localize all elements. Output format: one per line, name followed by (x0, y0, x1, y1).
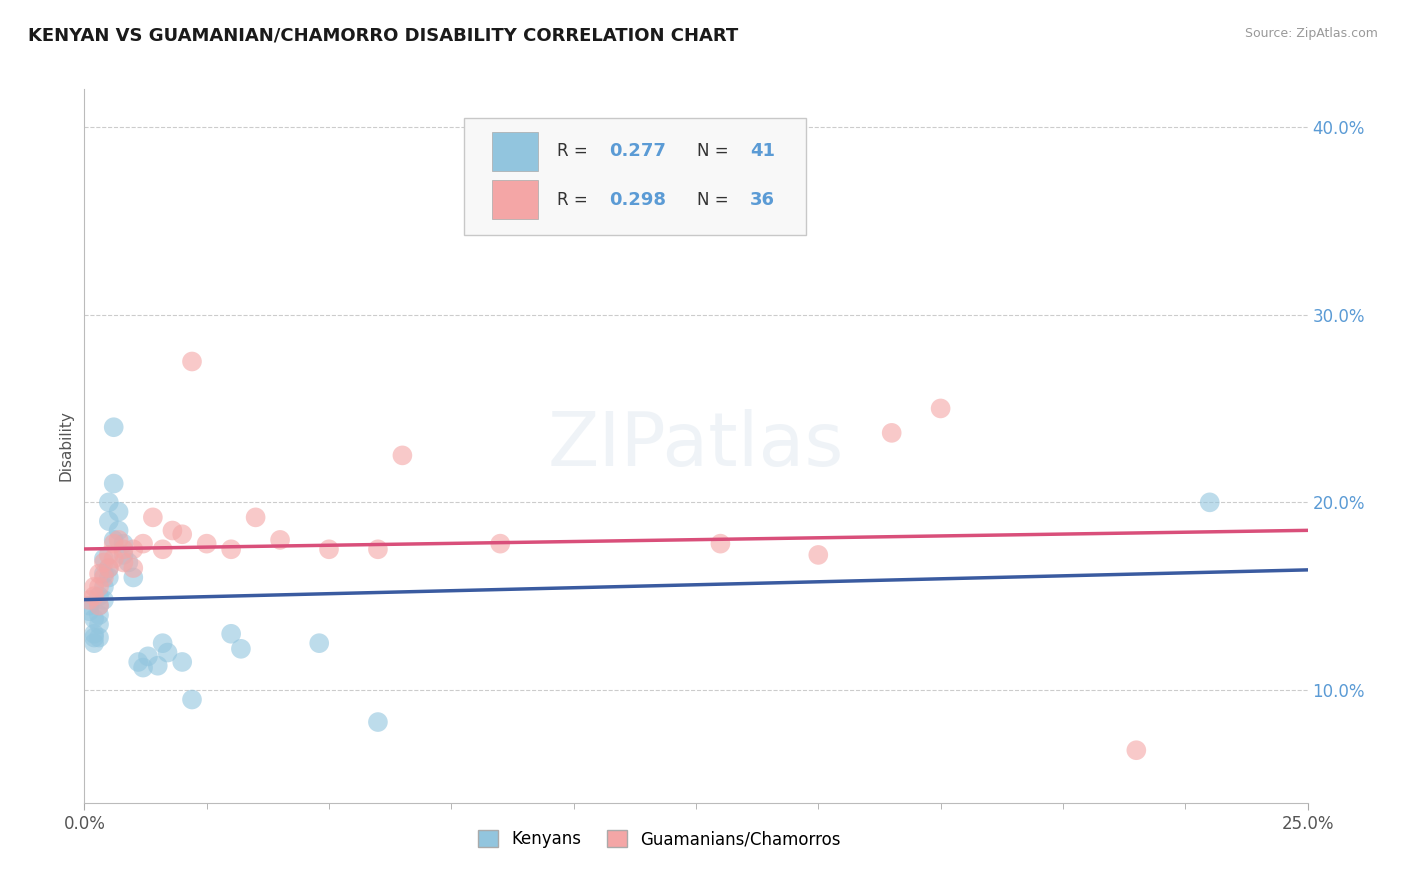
Point (93, 551, 115, 566)
Point (807, 548, 830, 562)
Point (77, 599, 100, 613)
Point (245, 510, 267, 524)
Point (152, 636, 174, 650)
Y-axis label: Disability: Disability (58, 410, 73, 482)
Point (1125, 743, 1147, 757)
Point (103, 420, 125, 434)
Point (83, 589, 105, 603)
Point (156, 646, 179, 660)
Text: KENYAN VS GUAMANIAN/CHAMORRO DISABILITY CORRELATION CHART: KENYAN VS GUAMANIAN/CHAMORRO DISABILITY … (28, 27, 738, 45)
Point (103, 551, 125, 566)
Point (107, 533, 129, 547)
Point (122, 561, 145, 575)
Point (112, 548, 135, 562)
FancyBboxPatch shape (492, 180, 538, 219)
Point (87, 607, 110, 622)
Point (219, 542, 242, 557)
Point (162, 524, 184, 538)
Point (97, 561, 120, 575)
Point (117, 556, 139, 570)
Point (122, 542, 145, 557)
Text: R =: R = (557, 191, 592, 209)
Point (83, 636, 105, 650)
Point (83, 580, 105, 594)
Point (308, 636, 330, 650)
Point (112, 556, 135, 570)
Point (87, 580, 110, 594)
Point (87, 617, 110, 632)
Point (318, 542, 340, 557)
Point (195, 536, 218, 550)
Point (172, 527, 194, 541)
Point (87, 599, 110, 613)
Point (122, 570, 145, 584)
Point (112, 542, 135, 557)
Text: ZIPatlas: ZIPatlas (548, 409, 844, 483)
Point (97, 548, 120, 562)
Text: Source: ZipAtlas.com: Source: ZipAtlas.com (1244, 27, 1378, 40)
Point (181, 354, 204, 368)
Point (142, 510, 165, 524)
Point (1198, 495, 1220, 509)
Point (880, 425, 903, 440)
Point (83, 612, 105, 626)
Point (367, 542, 389, 557)
Point (77, 604, 100, 618)
Point (112, 536, 135, 550)
Point (87, 589, 110, 603)
Point (93, 556, 115, 570)
Point (93, 570, 115, 584)
Point (93, 593, 115, 607)
Point (269, 533, 291, 547)
FancyBboxPatch shape (464, 118, 806, 235)
Text: 36: 36 (749, 191, 775, 209)
Point (93, 580, 115, 594)
Point (391, 449, 413, 463)
Point (219, 627, 242, 641)
Point (93, 566, 115, 581)
Point (87, 566, 110, 581)
Point (77, 593, 100, 607)
Point (172, 655, 194, 669)
Point (709, 536, 731, 550)
Point (367, 714, 389, 729)
Point (489, 536, 512, 550)
Point (132, 536, 155, 550)
Text: R =: R = (557, 143, 592, 161)
Point (97, 495, 120, 509)
Point (107, 524, 129, 538)
Point (97, 561, 120, 575)
Point (229, 641, 252, 656)
Point (127, 655, 149, 669)
Text: N =: N = (697, 191, 734, 209)
Point (146, 658, 169, 673)
Legend: Kenyans, Guamanians/Chamorros: Kenyans, Guamanians/Chamorros (471, 823, 846, 855)
Point (132, 660, 155, 674)
Text: 0.277: 0.277 (609, 143, 666, 161)
Point (103, 533, 125, 547)
Point (83, 627, 105, 641)
Point (97, 514, 120, 528)
Point (107, 505, 129, 519)
Point (87, 631, 110, 645)
Point (152, 542, 174, 557)
Point (929, 401, 952, 416)
Point (83, 631, 105, 645)
Point (136, 649, 159, 664)
FancyBboxPatch shape (492, 132, 538, 171)
Point (181, 692, 204, 706)
Point (87, 599, 110, 613)
Text: 0.298: 0.298 (609, 191, 666, 209)
Point (103, 476, 125, 491)
Text: 41: 41 (749, 143, 775, 161)
Point (97, 570, 120, 584)
Point (103, 536, 125, 550)
Text: N =: N = (697, 143, 734, 161)
